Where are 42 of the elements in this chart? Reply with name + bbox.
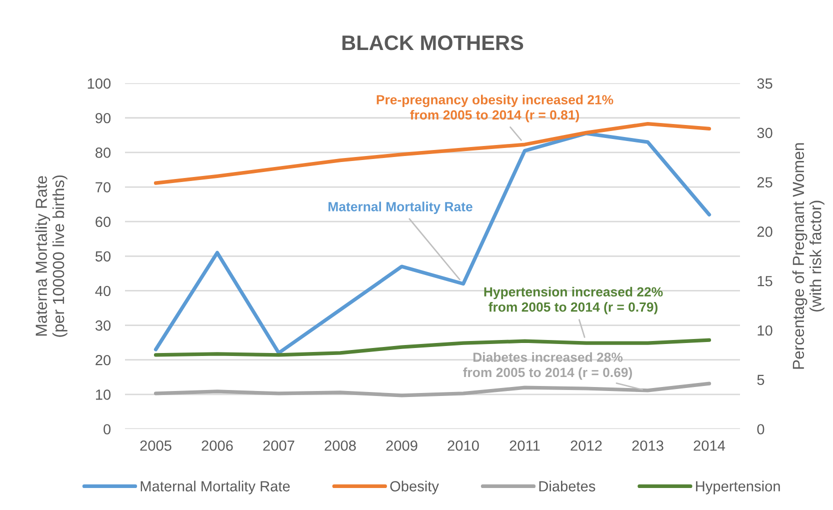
legend-label: Obesity [390,480,439,494]
y2-tick-label: 0 [757,424,764,434]
x-tick-label: 2008 [324,440,356,451]
x-tick-label: 2013 [632,440,664,451]
y-axis-title: Materna Mortality Rate (per 100000 live births) [35,175,68,337]
annotation: Pre-pregnancy obesity increased 21% from 2005 to 2014 (r = 0.81) [376,94,614,122]
x-tick-label: 2011 [510,440,540,451]
y-tick-label: 30 [95,320,111,331]
x-tick-label: 2010 [448,440,479,451]
y-tick-label: 10 [96,390,111,400]
legend-label: Maternal Mortality Rate [140,480,290,494]
x-tick-label: 2006 [202,440,233,451]
chart-title: BLACK MOTHERS [342,35,524,50]
y-tick-label: 50 [95,251,111,262]
y2-tick-label: 35 [757,78,772,89]
y2-axis-title: Percentage of Pregnant Women (with risk factor) [792,143,824,369]
legend-label: Diabetes [539,480,596,492]
annotation: Maternal Mortality Rate [328,202,472,214]
y-tick-label: 100 [88,78,111,89]
line-series [154,382,712,398]
annotation: Hypertension increased 22% from 2005 to 2014 (r = 0.79) [484,286,663,314]
y2-tick-label: 30 [757,128,772,138]
x-tick-label: 2005 [140,440,172,451]
y2-tick-label: 10 [758,325,772,336]
legend-label: Hypertension [696,480,780,494]
x-tick-label: 2012 [570,440,602,451]
y-tick-label: 40 [95,286,111,296]
x-tick-label: 2014 [694,440,726,451]
y2-tick-label: 5 [757,374,764,386]
y2-tick-label: 15 [758,276,772,286]
y-tick-label: 70 [96,182,111,192]
y-tick-label: 90 [96,112,111,124]
x-tick-label: 2009 [386,440,418,451]
y-tick-label: 80 [96,148,111,158]
y-tick-label: 60 [96,216,111,228]
y-tick-label: 0 [104,424,111,434]
y-tick-label: 20 [96,354,111,366]
annotation: Diabetes increased 28% from 2005 to 2014 (r = 0.69) [463,352,632,380]
y2-tick-label: 25 [757,177,772,188]
y2-tick-label: 20 [757,226,772,237]
x-tick-label: 2007 [263,440,294,451]
line-series [154,122,712,185]
